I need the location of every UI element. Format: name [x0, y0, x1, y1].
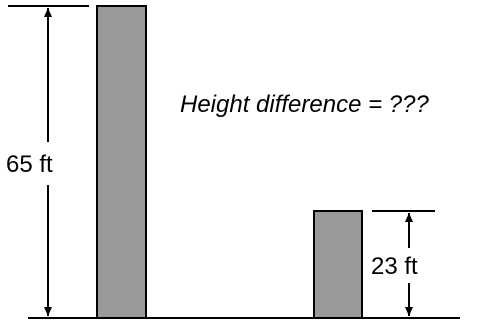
tall-bar [96, 5, 147, 319]
tall-height-label: 65 ft [6, 151, 53, 178]
diagram-title: Height difference = ??? [180, 91, 429, 118]
short-height-label: 23 ft [371, 253, 418, 280]
short-bar [313, 210, 363, 319]
